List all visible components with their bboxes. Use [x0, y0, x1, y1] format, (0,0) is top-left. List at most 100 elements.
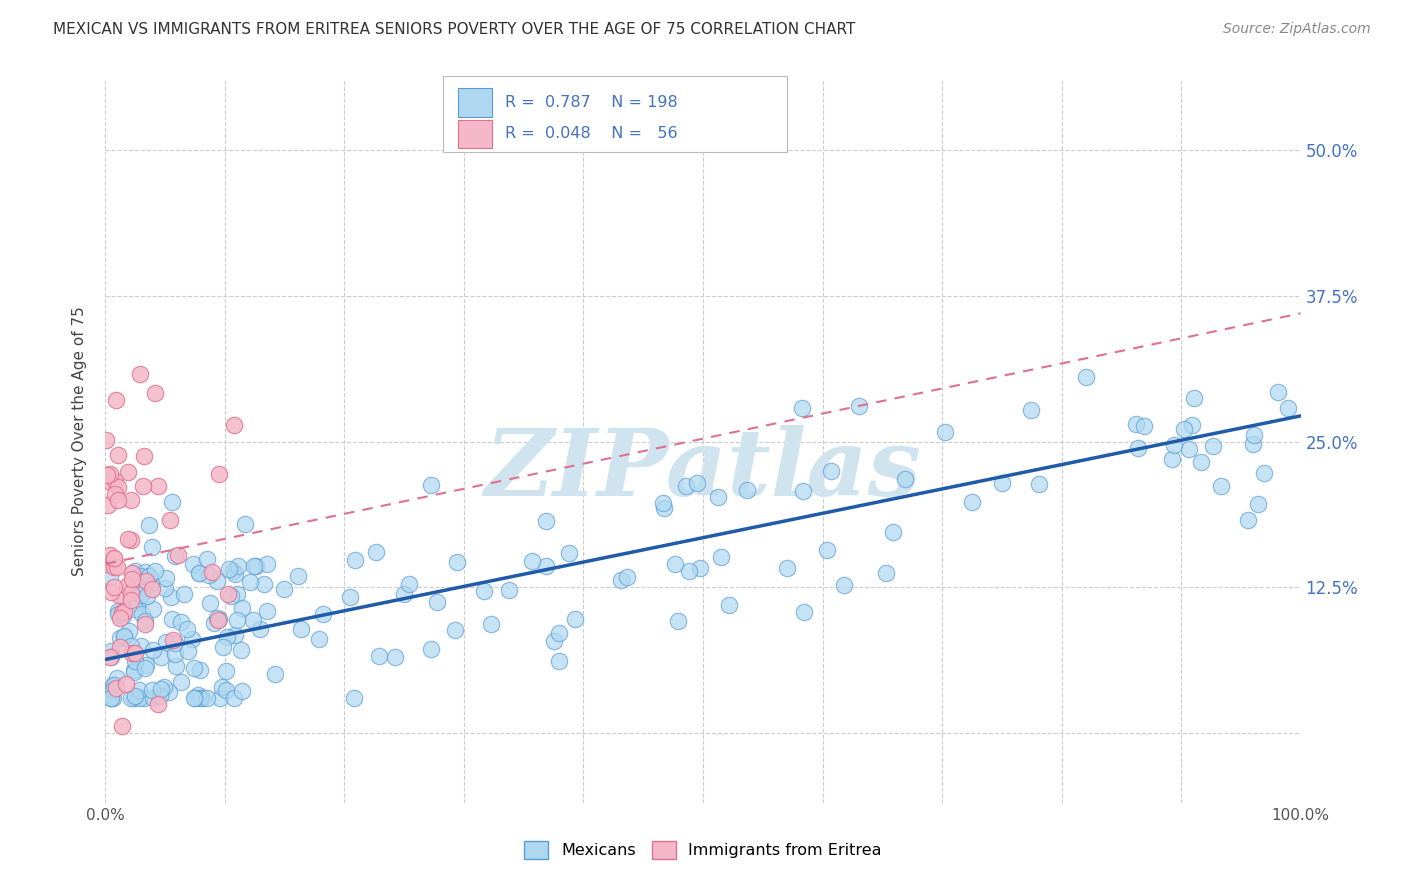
Point — [94, 433, 117, 447]
Point — [100, 690, 122, 705]
Point — [165, 647, 187, 661]
Point — [832, 578, 855, 592]
Point — [242, 614, 264, 628]
Point — [239, 575, 262, 590]
Point — [104, 474, 127, 488]
Point — [120, 493, 142, 508]
Point — [202, 615, 225, 630]
Point — [98, 649, 121, 664]
Point — [124, 564, 146, 578]
Point — [120, 533, 142, 548]
Point — [990, 475, 1012, 490]
Point — [124, 654, 146, 668]
Point — [135, 657, 157, 672]
Point — [735, 483, 758, 497]
Point — [218, 562, 240, 576]
Point — [368, 648, 391, 663]
Text: R =  0.787    N = 198: R = 0.787 N = 198 — [505, 95, 678, 110]
Point — [1161, 452, 1184, 467]
Point — [226, 613, 249, 627]
Point — [543, 634, 565, 648]
Point — [1125, 417, 1147, 431]
Point — [224, 628, 246, 642]
Point — [104, 681, 127, 695]
Point — [344, 553, 367, 567]
Point — [96, 467, 118, 482]
Point — [163, 549, 186, 564]
Point — [115, 676, 138, 690]
Point — [142, 643, 165, 657]
Point — [215, 682, 238, 697]
Point — [98, 467, 121, 481]
Point — [534, 558, 557, 573]
Point — [96, 557, 118, 571]
Point — [875, 566, 897, 580]
Point — [107, 480, 129, 494]
Point — [205, 574, 228, 589]
Point — [141, 682, 163, 697]
Point — [1243, 427, 1265, 442]
Point — [105, 672, 128, 686]
Point — [132, 690, 155, 705]
Point — [129, 368, 152, 382]
Text: Source: ZipAtlas.com: Source: ZipAtlas.com — [1223, 22, 1371, 37]
Point — [249, 622, 271, 636]
Point — [114, 591, 136, 605]
Point — [120, 586, 142, 600]
Point — [208, 467, 231, 482]
Point — [155, 571, 177, 585]
Point — [183, 558, 205, 572]
Point — [558, 545, 581, 559]
Point — [273, 582, 295, 597]
Point — [103, 560, 125, 574]
Point — [1277, 401, 1299, 416]
Point — [312, 607, 335, 621]
Point — [111, 719, 134, 733]
Point — [138, 569, 160, 583]
Point — [207, 614, 229, 628]
Point — [208, 612, 231, 626]
Point — [1133, 418, 1156, 433]
Point — [173, 587, 195, 601]
Point — [108, 611, 131, 625]
Point — [103, 552, 125, 566]
Point — [190, 690, 212, 705]
Point — [287, 569, 309, 583]
Point — [138, 518, 160, 533]
Point — [263, 667, 285, 681]
Text: ZIPatlas: ZIPatlas — [485, 425, 921, 516]
Point — [339, 590, 361, 604]
Point — [652, 496, 675, 510]
Point — [132, 584, 155, 599]
Point — [183, 690, 205, 705]
Point — [243, 559, 266, 574]
Point — [1247, 497, 1270, 511]
Point — [882, 525, 904, 540]
Point — [121, 646, 143, 660]
Point — [793, 605, 815, 619]
Point — [256, 604, 278, 618]
Point — [177, 643, 200, 657]
Point — [1178, 442, 1201, 456]
Point — [498, 583, 520, 598]
Point — [1173, 422, 1195, 436]
Point — [149, 689, 172, 703]
Point — [100, 548, 122, 562]
Point — [710, 550, 733, 565]
Point — [101, 678, 124, 692]
Point — [134, 614, 156, 628]
Point — [231, 684, 253, 698]
Text: R =  0.048    N =   56: R = 0.048 N = 56 — [505, 127, 678, 141]
Point — [564, 612, 586, 626]
Point — [153, 581, 176, 595]
Point — [152, 680, 174, 694]
Point — [208, 690, 231, 705]
Point — [187, 566, 209, 581]
Legend: Mexicans, Immigrants from Eritrea: Mexicans, Immigrants from Eritrea — [516, 832, 890, 867]
Point — [205, 611, 228, 625]
Point — [141, 540, 163, 554]
Point — [135, 574, 157, 588]
Point — [219, 589, 242, 603]
Point — [548, 626, 571, 640]
Point — [188, 690, 211, 705]
